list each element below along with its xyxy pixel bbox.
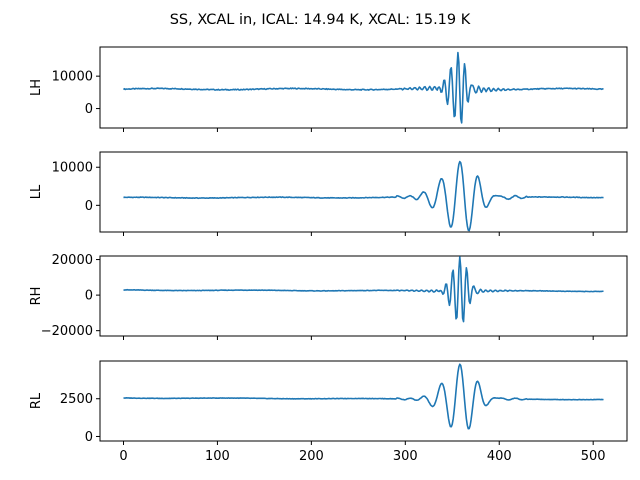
axes-frame xyxy=(99,46,628,129)
y-axis-label: RH xyxy=(29,287,44,306)
axes-frame xyxy=(99,255,628,337)
y-tick-label: 10000 xyxy=(52,70,93,85)
y-tick-label: 2500 xyxy=(60,392,93,407)
subplot-rl: 0 2500 0 100 200 300 400 500 RL xyxy=(29,360,628,464)
series-line-lh xyxy=(122,51,604,124)
y-axis-label: LH xyxy=(29,79,44,96)
series-line-rh xyxy=(123,256,604,323)
y-tick-label: −20000 xyxy=(41,324,93,339)
x-tick-label: 400 xyxy=(487,449,512,464)
y-tick-label: 0 xyxy=(85,102,93,117)
axes-frame xyxy=(99,151,628,233)
series-line-rl xyxy=(123,363,604,430)
y-axis-label: RL xyxy=(29,392,44,409)
y-tick-label: 20000 xyxy=(52,253,93,268)
subplot-rh: −20000 0 20000 RH xyxy=(29,253,628,340)
y-tick-label: 10000 xyxy=(52,161,93,176)
x-tick-label: 0 xyxy=(119,449,127,464)
x-tick-label: 500 xyxy=(581,449,606,464)
y-tick-label: 0 xyxy=(85,289,93,304)
subplot-lh: 0 10000 LH xyxy=(29,46,628,132)
y-tick-label: 0 xyxy=(85,199,93,214)
figure-title: SS, XCAL in, ICAL: 14.94 K, XCAL: 15.19 … xyxy=(170,12,471,28)
series-line-ll xyxy=(123,160,604,232)
subplots-container: 0 10000 LH 0 10000 LL −20000 0 20000 RH 0 2500 0 100 2… xyxy=(29,46,628,464)
y-tick-label: 0 xyxy=(85,430,93,445)
x-tick-label: 300 xyxy=(393,449,418,464)
y-axis-label: LL xyxy=(29,184,44,199)
x-tick-label: 100 xyxy=(205,449,230,464)
subplot-ll: 0 10000 LL xyxy=(29,151,628,236)
axes-frame xyxy=(99,360,628,442)
x-tick-label: 200 xyxy=(299,449,324,464)
